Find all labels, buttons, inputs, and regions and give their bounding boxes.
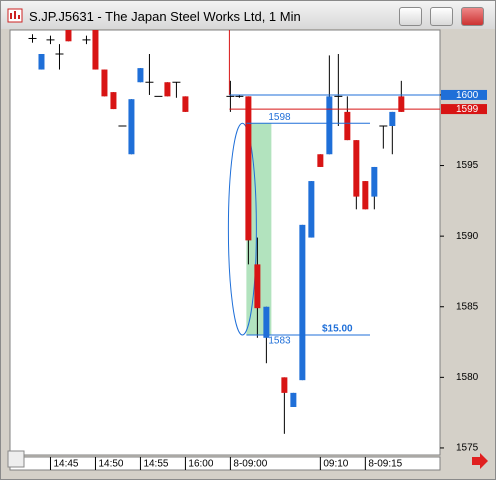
candle-body [299,224,306,381]
x-tick-label: 16:00 [188,459,213,470]
candle-body [281,377,288,393]
candle-body [254,264,261,309]
y-tick-label: 1590 [456,231,479,242]
x-tick-label: 8-09:15 [368,459,402,470]
y-tick-label: 1575 [456,443,479,454]
plot-area [9,29,441,456]
x-tick-label: 14:50 [98,459,123,470]
x-tick-label: 09:10 [323,459,348,470]
price-box [441,89,487,100]
app-icon [7,8,23,23]
y-tick-label: 1580 [456,372,479,383]
candle-body [398,96,405,112]
title-bar: S.JP.J5631 - The Japan Steel Works Ltd, … [1,1,495,29]
corner-button[interactable] [7,450,25,468]
candle-body [38,54,45,70]
measure-ellipse [227,122,257,336]
price-box-label: 1599 [456,104,479,115]
close-button[interactable] [461,7,484,26]
measure-label: $15.00 [322,324,353,335]
measure-low-label: 1583 [268,336,291,347]
candle-body [326,96,333,155]
candle-body [110,92,117,110]
candle-body [371,166,378,197]
candle-body [101,69,108,97]
candle-body [137,68,144,83]
candle-body [308,181,315,238]
candle-body [164,82,171,97]
candle-body [353,140,360,197]
y-tick-label: 1595 [456,160,479,171]
x-tick-label: 8-09:00 [233,459,267,470]
candle-body [128,99,135,155]
scroll-arrow[interactable] [472,453,488,469]
candle-body [65,30,72,42]
candle-body [92,30,99,70]
price-box [441,104,487,115]
candle-body [317,154,324,167]
maximize-button[interactable] [430,7,453,26]
x-tick-label: 14:45 [53,459,78,470]
candle-body [344,111,351,141]
y-tick-label: 1585 [456,301,479,312]
candle-body [263,306,270,338]
window-title: S.JP.J5631 - The Japan Steel Works Ltd, … [29,9,301,24]
candle-body [290,392,297,407]
minimize-button[interactable] [399,7,422,26]
price-box-label: 1600 [456,90,479,101]
x-tick-label: 14:55 [143,459,168,470]
candle-body [245,96,252,241]
measure-high-label: 1598 [268,112,291,123]
candle-body [389,111,396,127]
candle-body [362,181,369,210]
candle-body [182,96,189,112]
